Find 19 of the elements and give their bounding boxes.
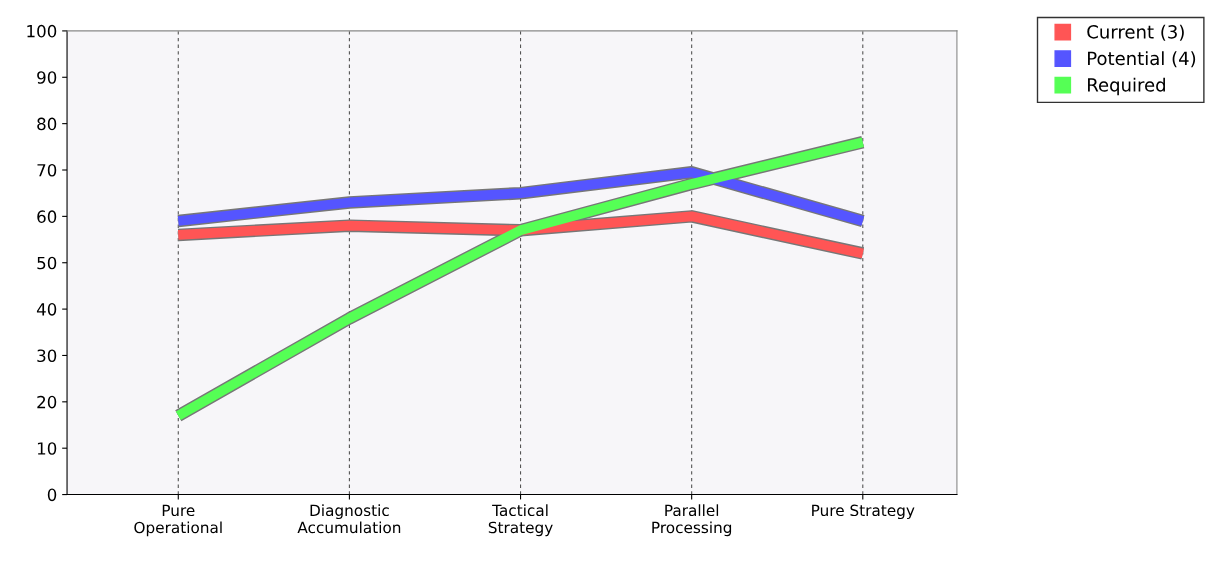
legend-label: Potential (4) [1088,51,1196,68]
x-tick-label: Tactical Strategy [488,504,553,537]
legend-label: Current (3) [1087,24,1184,41]
y-tick-label: 0 [47,488,57,502]
y-tick-label: 30 [37,349,57,363]
legend-label: Required [1088,77,1165,96]
y-tick-label: 60 [37,210,57,223]
y-tick-label: 50 [37,256,57,270]
y-tick-label: 100 [27,24,57,38]
y-tick-label: 90 [37,71,57,84]
x-tick-label: Pure Strategy [812,504,915,520]
y-tick-label: 10 [37,442,57,455]
y-tick-label: 80 [37,117,57,131]
y-tick-label: 20 [37,395,57,409]
y-tick-label: 40 [36,303,57,316]
x-tick-label: Diagnostic Accumulation [297,504,401,534]
y-tick-label: 70 [37,163,57,177]
x-tick-label: Parallel Processing [652,504,732,537]
x-tick-label: Pure Operational [134,504,222,537]
